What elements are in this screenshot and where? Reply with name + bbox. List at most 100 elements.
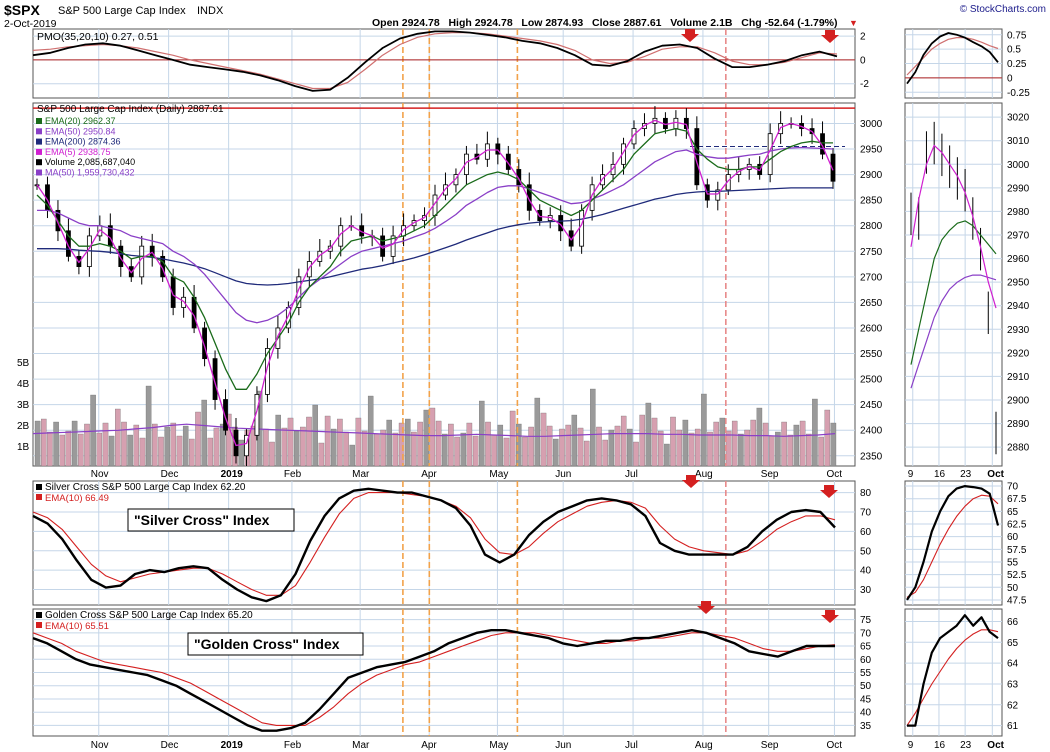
volume-bar [627, 428, 633, 467]
ema5-line [36, 119, 834, 447]
chart-date: 2-Oct-2019 [4, 18, 57, 30]
x-axis-label: Sep [761, 469, 779, 480]
price-title: S&P 500 Large Cap Index (Daily) 2887.61 [37, 104, 224, 115]
volume-bar [546, 425, 553, 467]
price-candle-body [610, 163, 616, 175]
golden-tick-label: 65 [860, 642, 872, 653]
price-candle-body [139, 245, 145, 278]
legend-swatch [36, 138, 42, 145]
x-axis-label: May [489, 469, 508, 480]
price-candle-body [453, 174, 459, 186]
inset-x-label: 23 [960, 469, 972, 480]
silver-tick-label: 50 [860, 546, 872, 557]
volume-bar [818, 436, 824, 467]
x-axis-label: Jul [625, 469, 638, 480]
volume-bar [145, 385, 152, 467]
price-inset-tick: 2970 [1007, 231, 1030, 242]
volume-bar [417, 421, 423, 467]
volume-bar [349, 444, 355, 467]
price-candle-body [296, 276, 302, 308]
pmo-line [32, 30, 838, 92]
volume-bar [472, 435, 479, 467]
bottom-x-axis-label: Dec [161, 740, 179, 751]
price-candle-body [390, 235, 396, 257]
volume-bar [219, 423, 226, 467]
volume-bar [602, 439, 608, 467]
golden-tick-label: 75 [860, 615, 872, 626]
bottom-inset-x-label: 9 [908, 740, 914, 751]
bottom-x-axis-label: Mar [352, 740, 370, 751]
volume-bar [158, 436, 164, 467]
silver-annotation: "Silver Cross" Index [134, 512, 270, 528]
pmo-inset-line [906, 32, 999, 85]
price-tick-label: 2800 [860, 221, 883, 232]
volume-bar [429, 407, 436, 467]
price-legend-item: MA(50) 1,959,730,432 [45, 168, 135, 178]
silver-inset-panel [904, 480, 1003, 606]
volume-bar [65, 430, 72, 467]
silver-inset-ema [906, 494, 999, 598]
price-inset-tick: 2960 [1007, 254, 1030, 265]
price-inset-tick: 2920 [1007, 348, 1030, 359]
volume-bar [571, 414, 578, 467]
volume-bar [553, 438, 559, 467]
volume-bar [694, 428, 701, 467]
golden-inset-line [907, 614, 999, 727]
bottom-inset-x-label: 16 [934, 740, 946, 751]
volume-ma-line [32, 423, 836, 437]
price-candle-body [212, 358, 218, 400]
volume-bar [664, 443, 670, 467]
price-inset-panel [904, 102, 1003, 467]
volume-bar [528, 426, 534, 467]
volume-bar [312, 404, 318, 467]
price-candle-body [118, 245, 124, 268]
silver-tick-label: 70 [860, 508, 872, 519]
x-axis-label: Apr [421, 469, 437, 480]
volume-bar [34, 420, 41, 467]
volume-bar [781, 421, 787, 467]
volume-bar [435, 420, 442, 467]
volume-bar [454, 436, 460, 467]
volume-bar [787, 434, 793, 467]
volume-bar [608, 429, 615, 467]
inset-ema5 [910, 144, 997, 309]
volume-bar [676, 429, 682, 467]
volume-bar [633, 441, 639, 467]
golden-inset-tick: 64 [1007, 659, 1019, 670]
volume-bar [688, 432, 695, 467]
golden-inset-ema [906, 629, 999, 726]
volume-bar [59, 434, 66, 467]
silver-panel [32, 480, 856, 606]
silver-legend: Silver Cross S&P 500 Large Cap Index 62.… [45, 482, 246, 493]
inset-x-label: 9 [908, 469, 914, 480]
pmo-inset-tick: -0.25 [1007, 88, 1030, 99]
volume-bar [411, 431, 417, 467]
bottom-inset-x-label: 23 [960, 740, 972, 751]
x-axis-label: Jun [555, 469, 571, 480]
signal-arrow-icon [681, 29, 699, 42]
volume-bar [775, 431, 781, 467]
volume-bar [719, 417, 726, 467]
volume-bar [115, 408, 121, 467]
pmo-tick-label: 2 [860, 32, 866, 43]
volume-bar [645, 402, 652, 467]
silver-tick-label: 30 [860, 585, 872, 596]
volume-bar [189, 438, 195, 467]
price-inset-tick: 2910 [1007, 372, 1030, 383]
volume-bar [337, 418, 343, 467]
volume-bar [152, 423, 158, 467]
volume-bar [96, 432, 103, 467]
volume-bar [306, 416, 312, 467]
price-candle-body [265, 348, 270, 395]
volume-bar [614, 425, 621, 467]
price-inset-tick: 2900 [1007, 396, 1030, 407]
volume-bar [577, 427, 584, 467]
price-candle-body [568, 230, 574, 247]
volume-bar [503, 437, 510, 467]
price-legend-item: EMA(200) 2874.36 [45, 137, 121, 147]
volume-bar [330, 428, 337, 467]
chart-exchange: INDX [197, 5, 224, 17]
bottom-x-axis-label: Oct [826, 740, 842, 751]
volume-bar [47, 431, 53, 467]
price-legend-item: EMA(5) 2938.75 [45, 147, 111, 157]
